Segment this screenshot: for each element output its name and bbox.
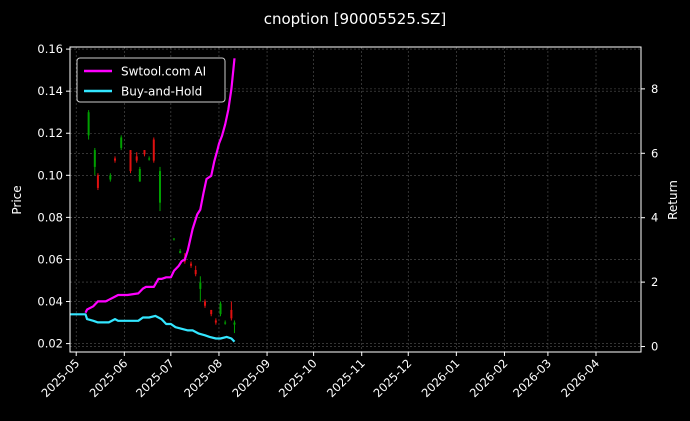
legend-label-strategy: Swtool.com AI: [121, 65, 206, 79]
left-tick-label: 0.08: [37, 210, 63, 224]
candle-body: [224, 322, 227, 324]
candle-body: [109, 175, 112, 180]
chart-title: cnoption [90005525.SZ]: [264, 10, 447, 28]
candle-body: [138, 169, 141, 182]
candle-body: [93, 150, 96, 167]
left-tick-label: 0.10: [37, 168, 63, 182]
left-tick-label: 0.14: [37, 84, 63, 98]
benchmark-line: [70, 313, 236, 343]
candle-body: [230, 309, 233, 319]
candle-body: [129, 150, 132, 172]
left-tick-label: 0.16: [37, 42, 63, 56]
candle-body: [172, 238, 175, 240]
right-tick-label: 0: [651, 340, 658, 354]
left-axis: 0.02 0.04 0.06 0.08 0.10 0.12 0.14 0.16: [37, 42, 70, 351]
legend: Swtool.com AI Buy-and-Hold: [76, 57, 226, 103]
candle-body: [143, 150, 146, 155]
candle-body: [120, 137, 123, 148]
right-tick-label: 2: [651, 275, 658, 289]
ylabel-right: Return: [666, 180, 680, 220]
right-axis: 0 2 4 6 8: [641, 82, 658, 354]
legend-label-benchmark: Buy-and-Hold: [121, 85, 202, 99]
candle-body: [233, 322, 236, 325]
legend-box: [76, 57, 226, 103]
candles: [87, 110, 236, 334]
series-lines: [70, 58, 236, 343]
candle-body: [210, 309, 213, 315]
right-tick-label: 8: [651, 82, 658, 96]
candle-body: [214, 320, 217, 323]
ylabel-left: Price: [10, 185, 24, 214]
grid: [70, 47, 641, 352]
candle-body: [96, 175, 99, 188]
candle-body: [190, 263, 193, 266]
candle-body: [158, 171, 161, 203]
candle-body: [113, 158, 116, 161]
strategy-line: [84, 58, 236, 314]
plot-frame: [69, 46, 642, 353]
left-tick-label: 0.02: [37, 337, 63, 351]
right-tick-label: 6: [651, 146, 658, 160]
candle-body: [148, 158, 151, 160]
candle-body: [135, 156, 138, 161]
candle-body: [219, 303, 222, 315]
candle-body: [152, 139, 155, 161]
candle-body: [199, 282, 202, 289]
left-tick-label: 0.06: [37, 252, 63, 266]
candle-body: [87, 112, 90, 136]
candle-body: [194, 269, 197, 275]
left-tick-label: 0.12: [37, 126, 63, 140]
candle-body: [179, 251, 182, 254]
right-tick-label: 4: [651, 211, 658, 225]
left-tick-label: 0.04: [37, 295, 63, 309]
candle-body: [203, 301, 206, 306]
